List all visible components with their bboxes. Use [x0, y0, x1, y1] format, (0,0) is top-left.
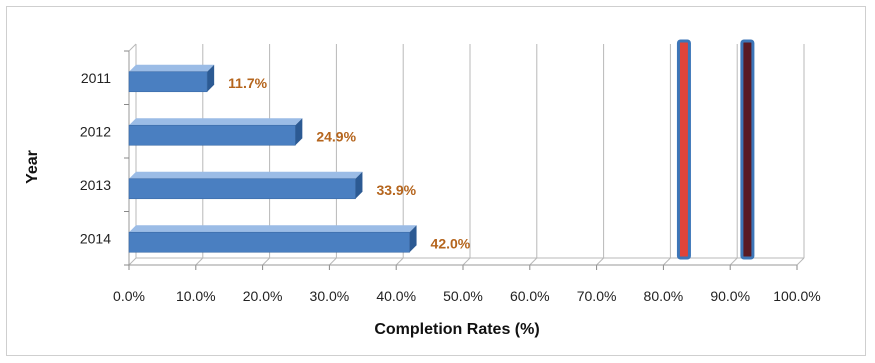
x-tick-label: 0.0% [113, 288, 145, 304]
floor-gridline [462, 257, 471, 266]
data-labels: 11.7% 24.9% 33.9% 42.0% [228, 75, 471, 252]
floor-gridline [663, 257, 671, 266]
bar-top-face [129, 64, 215, 72]
floor-gridline [128, 257, 137, 266]
completion-rates-chart: 11.7% 24.9% 33.9% 42.0% 0.0% 10.0% 20.0% 30.0%… [24, 39, 821, 338]
floor-gridline [796, 257, 805, 266]
reference-line [676, 39, 691, 260]
x-tick-labels: 0.0% 10.0% 20.0% 30.0% 40.0% 50.0% 60.0% 70.0% 8… [113, 288, 821, 304]
floor-gridline [262, 257, 270, 266]
reference-line [740, 39, 755, 260]
data-label: 24.9% [316, 128, 356, 144]
bar-end-face [295, 118, 303, 146]
floor-gridline [395, 257, 404, 266]
bar-top-face [129, 225, 417, 233]
bar-end-face [355, 171, 363, 199]
x-tick-label: 30.0% [310, 288, 350, 304]
x-tick-label: 100.0% [773, 288, 820, 304]
x-tick-label: 80.0% [644, 288, 684, 304]
x-tick-label: 40.0% [376, 288, 416, 304]
bar [128, 124, 296, 146]
x-tick-label: 50.0% [443, 288, 483, 304]
floor-gridline [195, 257, 204, 266]
bar [128, 178, 356, 200]
floor-gridline [729, 257, 738, 266]
x-axis-title: Completion Rates (%) [374, 321, 539, 338]
y-category-label: 2013 [80, 177, 111, 193]
y-category-label: 2012 [80, 123, 111, 139]
bar [128, 71, 208, 93]
x-tick-label: 10.0% [176, 288, 216, 304]
bar-end-face [409, 225, 417, 253]
y-category-label: 2014 [80, 230, 111, 246]
x-tick-label: 70.0% [577, 288, 617, 304]
x-tick-label: 20.0% [243, 288, 283, 304]
y-category-label: 2011 [81, 70, 111, 86]
y-category-labels: 2011 2012 2013 2014 [80, 70, 111, 247]
bar-end-face [207, 64, 215, 92]
data-label: 42.0% [431, 235, 471, 251]
x-tick-label: 60.0% [510, 288, 550, 304]
floor-gridline [329, 257, 337, 266]
data-label: 11.7% [228, 75, 267, 91]
floor-gridline [529, 257, 538, 266]
bar [128, 231, 410, 253]
x-tick-label: 90.0% [710, 288, 750, 304]
data-label: 33.9% [376, 182, 416, 198]
bar-top-face [129, 118, 303, 126]
gridlines [128, 44, 805, 266]
left-wall-top-edge [128, 43, 137, 52]
bars [128, 64, 417, 253]
floor-gridline [596, 257, 604, 266]
axes [124, 43, 804, 270]
reference-lines [676, 39, 755, 260]
chart-frame: 11.7% 24.9% 33.9% 42.0% 0.0% 10.0% 20.0% 30.0%… [6, 6, 866, 356]
y-axis-title: Year [24, 150, 41, 184]
bar-top-face [129, 171, 363, 179]
